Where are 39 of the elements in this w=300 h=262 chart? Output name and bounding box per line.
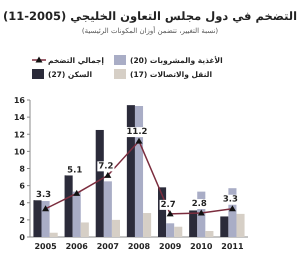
x-tick-label: 2011: [221, 242, 244, 251]
bar: [189, 210, 198, 237]
title: التضخم في دول مجلس التعاون الخليجي (2005-11): [2, 9, 298, 23]
bar: [236, 214, 245, 237]
data-label: 7.2: [98, 161, 114, 172]
x-tick-label: 2008: [128, 242, 151, 251]
y-tick-label: 12: [14, 130, 25, 140]
bar: [104, 181, 112, 237]
data-label: 2.7: [160, 200, 176, 210]
x-tick-label: 2010: [190, 242, 213, 251]
bar: [33, 200, 42, 237]
bar: [143, 213, 152, 237]
bar: [220, 216, 228, 237]
bar: [42, 201, 50, 237]
y-tick-label: 6: [19, 182, 26, 191]
bar: [80, 222, 89, 237]
data-label: 2.8: [192, 199, 207, 210]
data-label: 3.3: [36, 190, 52, 200]
x-tick-label: 2005: [34, 242, 58, 251]
y-tick-label: 10: [14, 147, 26, 156]
y-tick-label: 16: [14, 96, 26, 105]
bar: [72, 192, 81, 237]
data-label: 5.1: [67, 165, 82, 176]
data-label: 11.2: [126, 127, 148, 138]
y-tick-label: 0: [19, 233, 26, 242]
bar: [205, 231, 214, 237]
bar: [64, 175, 73, 237]
x-tick-label: 2006: [66, 242, 88, 251]
y-tick-label: 14: [14, 113, 26, 122]
bar: [166, 223, 174, 237]
y-tick-label: 4: [19, 198, 26, 208]
bar: [112, 220, 120, 237]
x-tick-label: 2009: [159, 242, 182, 251]
bar: [174, 226, 182, 237]
x-tick-label: 2007: [96, 242, 119, 251]
bar: [50, 232, 58, 237]
y-tick-label: 8: [19, 164, 26, 174]
y-tick-label: 2: [19, 216, 25, 225]
data-label: 3.3: [222, 194, 238, 205]
